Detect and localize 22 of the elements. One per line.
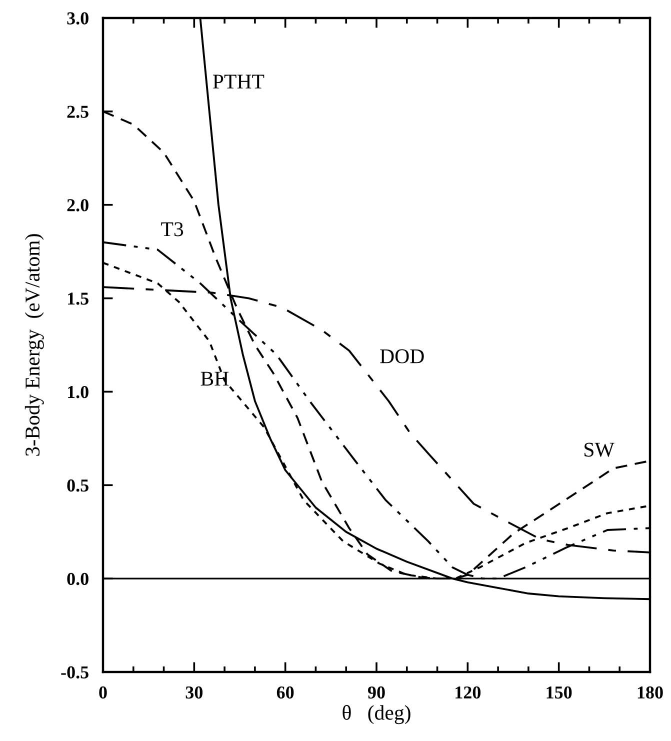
y-tick-label: 0.5: [67, 479, 88, 492]
y-tick-label: -0.5: [61, 666, 88, 679]
y-tick-label: 2.0: [67, 199, 88, 212]
x-axis-title: θ (deg): [342, 705, 410, 724]
y-tick-label: 1.5: [68, 292, 88, 305]
x-tick-label: 120: [456, 686, 481, 699]
x-tick-label: 90: [368, 686, 385, 699]
x-tick-label: 180: [638, 686, 663, 699]
y-tick-label: 2.5: [67, 106, 88, 118]
y-tick-label: 1.0: [68, 386, 88, 398]
series-label: PTHT: [213, 74, 264, 88]
y-tick-label: 0.0: [67, 572, 88, 586]
series-label: DOD: [380, 349, 424, 364]
x-tick-label: 150: [546, 686, 572, 699]
series-label: SW: [584, 442, 614, 457]
series-label: BH: [200, 372, 229, 386]
x-tick-label: 60: [276, 686, 294, 699]
y-tick-label: 3.0: [67, 12, 88, 25]
series-label: T3: [161, 222, 184, 236]
x-tick-label: 30: [186, 686, 203, 699]
x-tick-label: 0: [99, 686, 107, 699]
y-axis-title: 3-Body Energy (eV/atom): [24, 234, 44, 456]
